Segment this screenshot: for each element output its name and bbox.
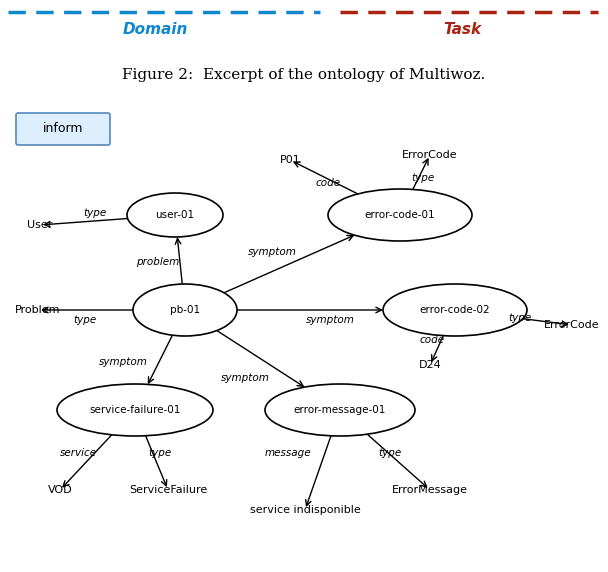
Text: Task: Task	[443, 22, 481, 38]
Text: symptom: symptom	[306, 315, 354, 325]
Ellipse shape	[133, 284, 237, 336]
Text: type: type	[508, 313, 531, 323]
Ellipse shape	[265, 384, 415, 436]
Text: service: service	[60, 448, 97, 458]
Text: type: type	[378, 448, 402, 458]
Text: code: code	[420, 335, 444, 345]
FancyBboxPatch shape	[16, 113, 110, 145]
Text: problem: problem	[136, 257, 179, 267]
Text: ErrorCode: ErrorCode	[544, 320, 600, 330]
Text: User: User	[27, 220, 53, 230]
Text: message: message	[264, 448, 311, 458]
Text: error-message-01: error-message-01	[294, 405, 386, 415]
Text: D24: D24	[419, 360, 441, 370]
Text: symptom: symptom	[98, 357, 147, 367]
Text: user-01: user-01	[156, 210, 195, 220]
Text: Figure 2:  Excerpt of the ontology of Multiwoz.: Figure 2: Excerpt of the ontology of Mul…	[122, 68, 486, 82]
Text: VOD: VOD	[47, 485, 72, 495]
Ellipse shape	[328, 189, 472, 241]
Text: type: type	[148, 448, 171, 458]
Text: symptom: symptom	[247, 247, 297, 257]
Text: type: type	[83, 208, 106, 218]
Ellipse shape	[57, 384, 213, 436]
Text: Domain: Domain	[122, 22, 188, 38]
Text: ErrorMessage: ErrorMessage	[392, 485, 468, 495]
Text: error-code-02: error-code-02	[420, 305, 490, 315]
Text: type: type	[412, 173, 435, 183]
Text: symptom: symptom	[221, 373, 269, 383]
Text: ServiceFailure: ServiceFailure	[129, 485, 207, 495]
Ellipse shape	[383, 284, 527, 336]
Text: Problem: Problem	[15, 305, 61, 315]
Text: error-code-01: error-code-01	[365, 210, 435, 220]
Text: pb-01: pb-01	[170, 305, 200, 315]
Text: P01: P01	[280, 155, 300, 165]
Text: service indisponible: service indisponible	[250, 505, 361, 515]
Text: inform: inform	[43, 122, 83, 136]
Text: code: code	[316, 178, 340, 188]
Ellipse shape	[127, 193, 223, 237]
Text: service-failure-01: service-failure-01	[89, 405, 181, 415]
Text: type: type	[74, 315, 97, 325]
Text: ErrorCode: ErrorCode	[402, 150, 458, 160]
